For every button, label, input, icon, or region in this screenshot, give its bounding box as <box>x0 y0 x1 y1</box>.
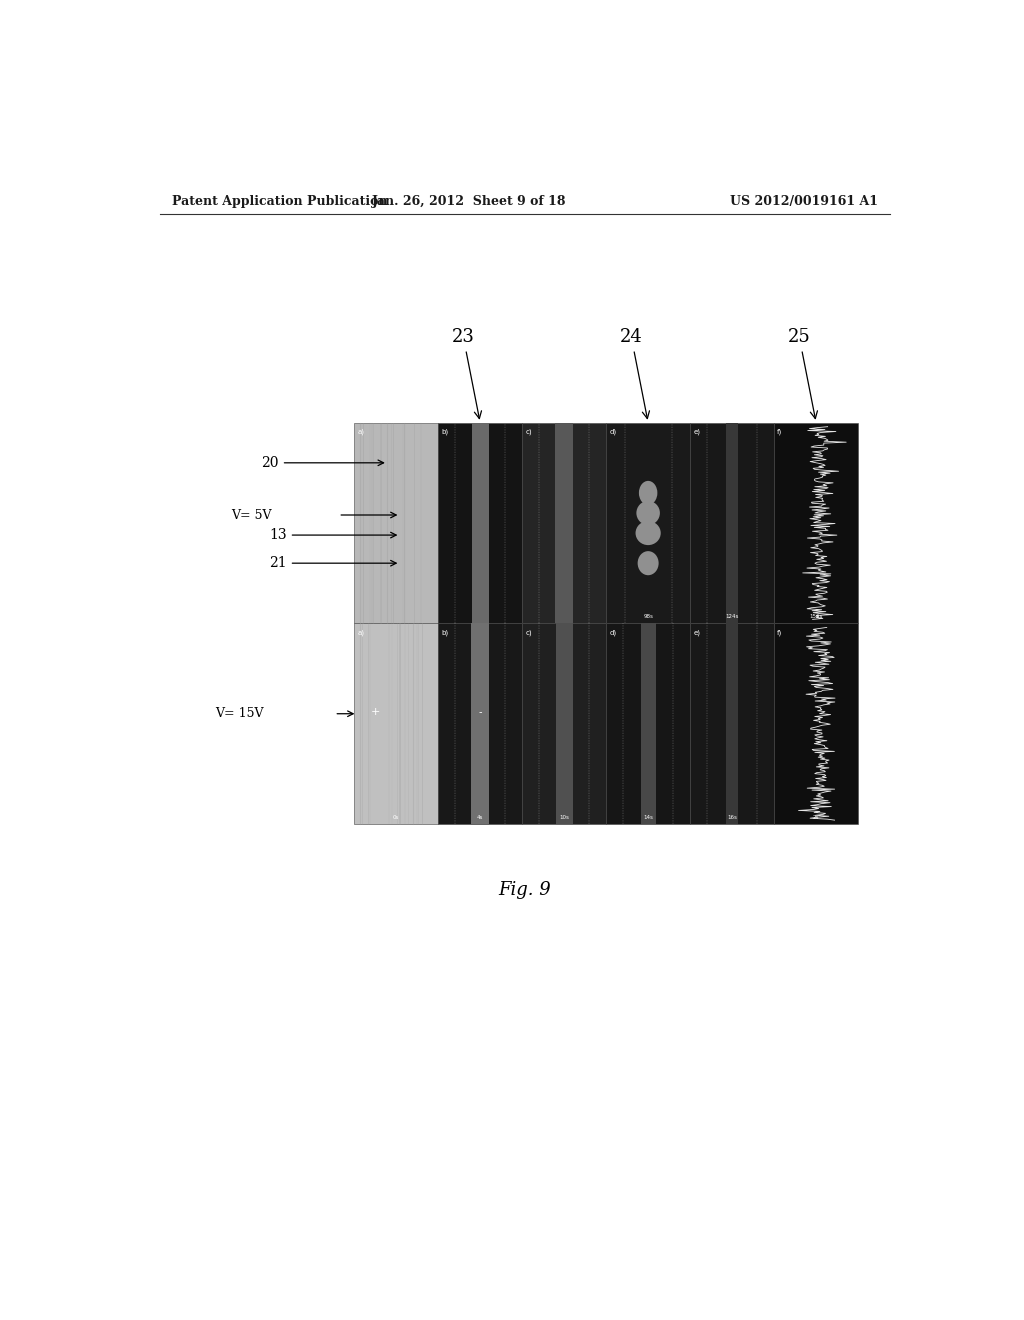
Text: b): b) <box>441 429 449 436</box>
Text: d): d) <box>609 630 616 636</box>
Ellipse shape <box>636 502 659 525</box>
Bar <box>472 422 488 623</box>
Bar <box>726 422 738 623</box>
Text: +: + <box>371 706 380 717</box>
Text: 98s: 98s <box>643 614 653 619</box>
Text: c): c) <box>525 429 531 436</box>
Bar <box>522 623 606 824</box>
Text: e): e) <box>693 429 700 436</box>
Bar <box>641 623 655 824</box>
Bar <box>606 623 690 824</box>
Text: V= 15V: V= 15V <box>215 708 264 721</box>
Text: Patent Application Publication: Patent Application Publication <box>172 194 387 207</box>
Text: d): d) <box>609 429 616 436</box>
Text: 0s: 0s <box>393 814 399 820</box>
Text: V= 5V: V= 5V <box>231 508 271 521</box>
Bar <box>522 422 606 623</box>
Text: f): f) <box>777 429 782 436</box>
Bar <box>471 623 489 824</box>
Text: 14s: 14s <box>643 814 653 820</box>
Text: c): c) <box>525 630 531 636</box>
Ellipse shape <box>636 521 660 545</box>
Text: 21: 21 <box>269 556 396 570</box>
Bar <box>774 623 858 824</box>
Text: 13: 13 <box>269 528 396 543</box>
Bar <box>606 422 690 623</box>
Text: 23: 23 <box>452 329 481 418</box>
Text: a): a) <box>357 630 365 636</box>
Text: a): a) <box>357 429 365 436</box>
Text: Jan. 26, 2012  Sheet 9 of 18: Jan. 26, 2012 Sheet 9 of 18 <box>372 194 566 207</box>
Text: 10s: 10s <box>559 814 569 820</box>
Bar <box>354 422 438 623</box>
Text: 2s: 2s <box>813 814 819 820</box>
Text: 124s: 124s <box>725 614 738 619</box>
Text: 156s: 156s <box>809 614 823 619</box>
Bar <box>438 422 522 623</box>
Text: b): b) <box>441 630 449 636</box>
Text: 24: 24 <box>620 329 649 418</box>
Text: 4s: 4s <box>477 814 483 820</box>
Text: f): f) <box>777 630 782 636</box>
Bar <box>354 623 438 824</box>
Bar <box>438 623 522 824</box>
Bar <box>774 422 858 623</box>
Text: -: - <box>478 706 482 717</box>
Bar <box>556 623 572 824</box>
Bar <box>690 623 774 824</box>
Text: e): e) <box>693 630 700 636</box>
Ellipse shape <box>639 480 657 506</box>
Text: US 2012/0019161 A1: US 2012/0019161 A1 <box>730 194 878 207</box>
Text: 25: 25 <box>787 329 817 418</box>
Text: 20: 20 <box>261 455 384 470</box>
Text: 16s: 16s <box>727 814 737 820</box>
Bar <box>555 422 573 623</box>
Bar <box>690 422 774 623</box>
Text: Fig. 9: Fig. 9 <box>499 882 551 899</box>
Ellipse shape <box>638 552 658 576</box>
Bar <box>726 623 738 824</box>
